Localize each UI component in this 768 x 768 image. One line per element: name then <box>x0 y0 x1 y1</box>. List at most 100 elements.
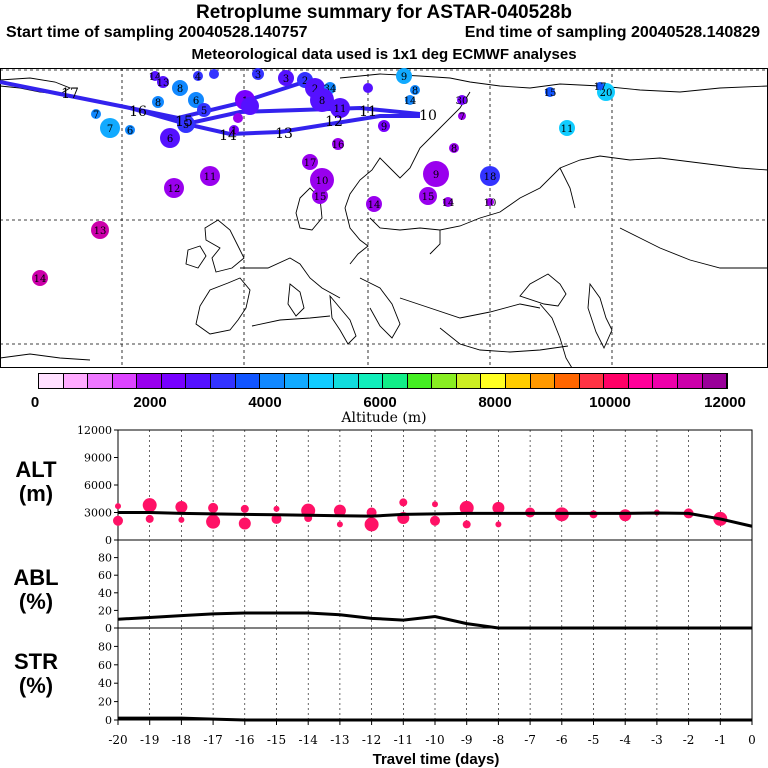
colorbar-swatch <box>284 374 310 388</box>
colorbar-tick-label: 2000 <box>133 394 167 411</box>
str-ytick-label: 60 <box>98 659 112 672</box>
str-ytick-label: 40 <box>98 677 112 690</box>
cluster-marker-label: 5 <box>201 106 207 117</box>
colorbar-swatch <box>579 374 605 388</box>
cluster-marker-label: 8 <box>155 98 161 109</box>
cluster-marker-label: 5 <box>183 120 189 131</box>
cluster-marker-label: 4 <box>195 72 201 83</box>
x-tick-label: -10 <box>425 733 444 747</box>
retroplume-map: 1413843322349814301520171177686181165519… <box>0 68 768 368</box>
cluster-marker <box>559 120 575 136</box>
cluster-marker-label: 2 <box>312 84 318 95</box>
colorbar-swatch <box>555 374 580 388</box>
x-tick-label: -13 <box>330 733 349 747</box>
cluster-marker <box>197 103 211 117</box>
alt-panel-label: ALT (m) <box>15 457 57 506</box>
alt-cluster-point <box>364 517 379 532</box>
time-series-panels: 120009000600030000806040200806040200-20-… <box>77 424 756 768</box>
track-day-label: 14 <box>219 128 237 144</box>
abl-ytick-label: 0 <box>105 622 112 635</box>
x-tick-label: -20 <box>108 733 127 747</box>
cluster-marker <box>233 113 243 123</box>
alt-series-line <box>118 511 753 528</box>
x-tick-label: -4 <box>619 733 631 747</box>
cluster-marker-label: 7 <box>459 112 465 123</box>
cluster-marker <box>209 69 219 79</box>
alt-cluster-point <box>495 521 502 528</box>
track-day-label: 11 <box>359 104 377 120</box>
x-tick-label: -2 <box>683 733 695 747</box>
x-tick-label: -11 <box>394 733 413 747</box>
cluster-marker-label: 8 <box>177 84 183 95</box>
x-tick-label: -9 <box>461 733 473 747</box>
cluster-marker-label: 34 <box>324 84 337 95</box>
cluster-marker <box>91 109 101 119</box>
cluster-marker-label: 2 <box>302 76 308 87</box>
cluster-marker <box>423 161 449 187</box>
track-day-label: 15 <box>175 114 193 130</box>
cluster-marker-label: 30 <box>456 96 469 107</box>
cluster-marker-label: 15 <box>544 88 557 99</box>
colorbar-tick-label: 10000 <box>589 394 631 411</box>
cluster-marker-label: 6 <box>193 96 199 107</box>
x-tick-label: -15 <box>267 733 286 747</box>
abl-ytick-label: 20 <box>98 604 112 617</box>
track-day-label: 13 <box>275 126 293 142</box>
x-axis-title: Travel time (days) <box>373 751 500 768</box>
str-panel: 80 60 40 20 0 <box>98 627 753 727</box>
cluster-marker <box>188 92 204 108</box>
cluster-marker-label: 14 <box>34 274 47 285</box>
colorbar-swatch <box>161 374 187 388</box>
track-day-label: 16 <box>129 104 147 120</box>
cluster-marker-label: 17 <box>304 158 317 169</box>
x-tick-label: -19 <box>140 733 159 747</box>
alt-cluster-point <box>113 515 123 526</box>
cluster-marker <box>545 87 555 97</box>
colorbar-swatch <box>112 374 138 388</box>
cluster-marker-label: 6 <box>127 126 133 137</box>
cluster-marker <box>91 221 109 239</box>
colorbar-swatch <box>456 374 482 388</box>
cluster-marker-label: 9 <box>433 170 439 181</box>
colorbar-tick-label: 8000 <box>478 394 512 411</box>
x-tick-label: -16 <box>235 733 254 747</box>
track-day-label: 12 <box>325 114 343 130</box>
cluster-marker-label: 18 <box>484 172 497 183</box>
cluster-marker-label: 13 <box>157 78 170 89</box>
cluster-marker-label: 8 <box>319 96 325 107</box>
cluster-marker <box>241 97 259 115</box>
x-tick-label: -5 <box>588 733 600 747</box>
alt-cluster-point <box>462 520 471 529</box>
colorbar-swatch <box>702 374 728 388</box>
cluster-marker <box>363 83 373 93</box>
cluster-marker <box>449 143 459 153</box>
colorbar-swatch <box>88 374 113 388</box>
colorbar-swatch <box>678 374 703 388</box>
cluster-marker-label: 7 <box>107 124 113 135</box>
cluster-marker <box>278 70 294 86</box>
cluster-marker-label: 14 <box>149 72 162 83</box>
cluster-marker <box>200 166 220 186</box>
cluster-marker-label: 3 <box>255 70 261 81</box>
track-day-label: 17 <box>61 86 79 102</box>
abl-ytick-label: 40 <box>98 587 112 600</box>
alt-ytick-label: 12000 <box>77 424 112 437</box>
colorbar-tick-label: 4000 <box>248 394 282 411</box>
map-gridlines <box>0 68 768 368</box>
cluster-marker-label: 15 <box>314 192 327 203</box>
colorbar-swatch <box>628 374 654 388</box>
cluster-marker <box>596 82 604 90</box>
cluster-marker <box>160 128 180 148</box>
cluster-marker-label: 9 <box>381 122 387 133</box>
colorbar-swatch <box>211 374 236 388</box>
cluster-marker-label: 10 <box>316 176 329 187</box>
cluster-markers: 1413843322349814301520171177686181165519… <box>32 68 615 286</box>
colorbar-swatch <box>358 374 384 388</box>
cluster-marker <box>152 96 164 108</box>
alt-cluster-point <box>271 513 282 524</box>
cluster-marker <box>164 178 184 198</box>
cluster-marker-label: 10 <box>484 198 497 209</box>
colorbar-swatch <box>260 374 285 388</box>
cluster-marker <box>378 120 390 132</box>
colorbar-swatch <box>235 374 261 388</box>
